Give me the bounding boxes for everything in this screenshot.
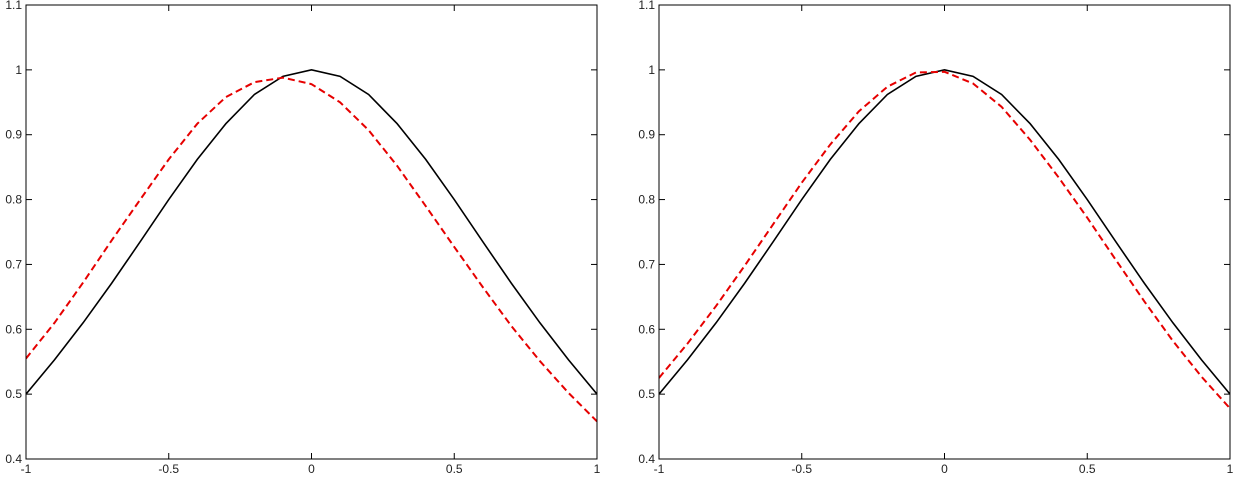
solid-black-curve-panel-1	[26, 69, 597, 395]
x-tick-label: 1	[594, 462, 601, 476]
y-tick-label: 1	[648, 63, 655, 77]
x-tick-label: 0	[308, 462, 315, 476]
chart-panel-1: -1 -0.5 0 0.5 1 0.4 0.5 0.6 0.7 0.8 0.9 1 1.1	[5, 0, 600, 476]
y-tick-label: 0.5	[638, 387, 655, 401]
chart-panel-2: -1 -0.5 0 0.5 1 0.4 0.5 0.6 0.7 0.8 0.9 1 1.1	[638, 0, 1233, 476]
y-tick-label: 0.9	[638, 128, 655, 142]
y-tick-label: 0.5	[5, 387, 22, 401]
solid-black-curve-panel-2	[659, 69, 1230, 395]
y-tick-label: 0.7	[5, 257, 22, 271]
y-tick-label: 0.9	[5, 128, 22, 142]
dashed-red-curve-panel-1	[26, 76, 597, 423]
x-tick-label: -1	[654, 462, 665, 476]
dashed-red-curve-panel-2	[659, 70, 1230, 410]
x-tick-label: 0.5	[1079, 462, 1096, 476]
y-tick-label: 0.6	[638, 322, 655, 336]
y-tick-label: 0.4	[5, 452, 22, 466]
y-tick-label: 0.7	[638, 257, 655, 271]
x-tick-label: 0	[941, 462, 948, 476]
x-tick-label: -0.5	[158, 462, 179, 476]
y-tick-label: 1.1	[638, 0, 655, 12]
x-tick-label: -1	[21, 462, 32, 476]
x-tick-label: -0.5	[791, 462, 812, 476]
axes-frame-panel-1	[25, 4, 598, 460]
y-tick-label: 1	[15, 63, 22, 77]
axes-frame-panel-2	[658, 4, 1231, 460]
y-tick-label: 0.8	[5, 193, 22, 207]
x-tick-label: 0.5	[446, 462, 463, 476]
x-tick-label: 1	[1227, 462, 1233, 476]
y-tick-label: 0.4	[638, 452, 655, 466]
y-tick-label: 1.1	[5, 0, 22, 12]
y-tick-label: 0.8	[638, 193, 655, 207]
y-tick-label: 0.6	[5, 322, 22, 336]
